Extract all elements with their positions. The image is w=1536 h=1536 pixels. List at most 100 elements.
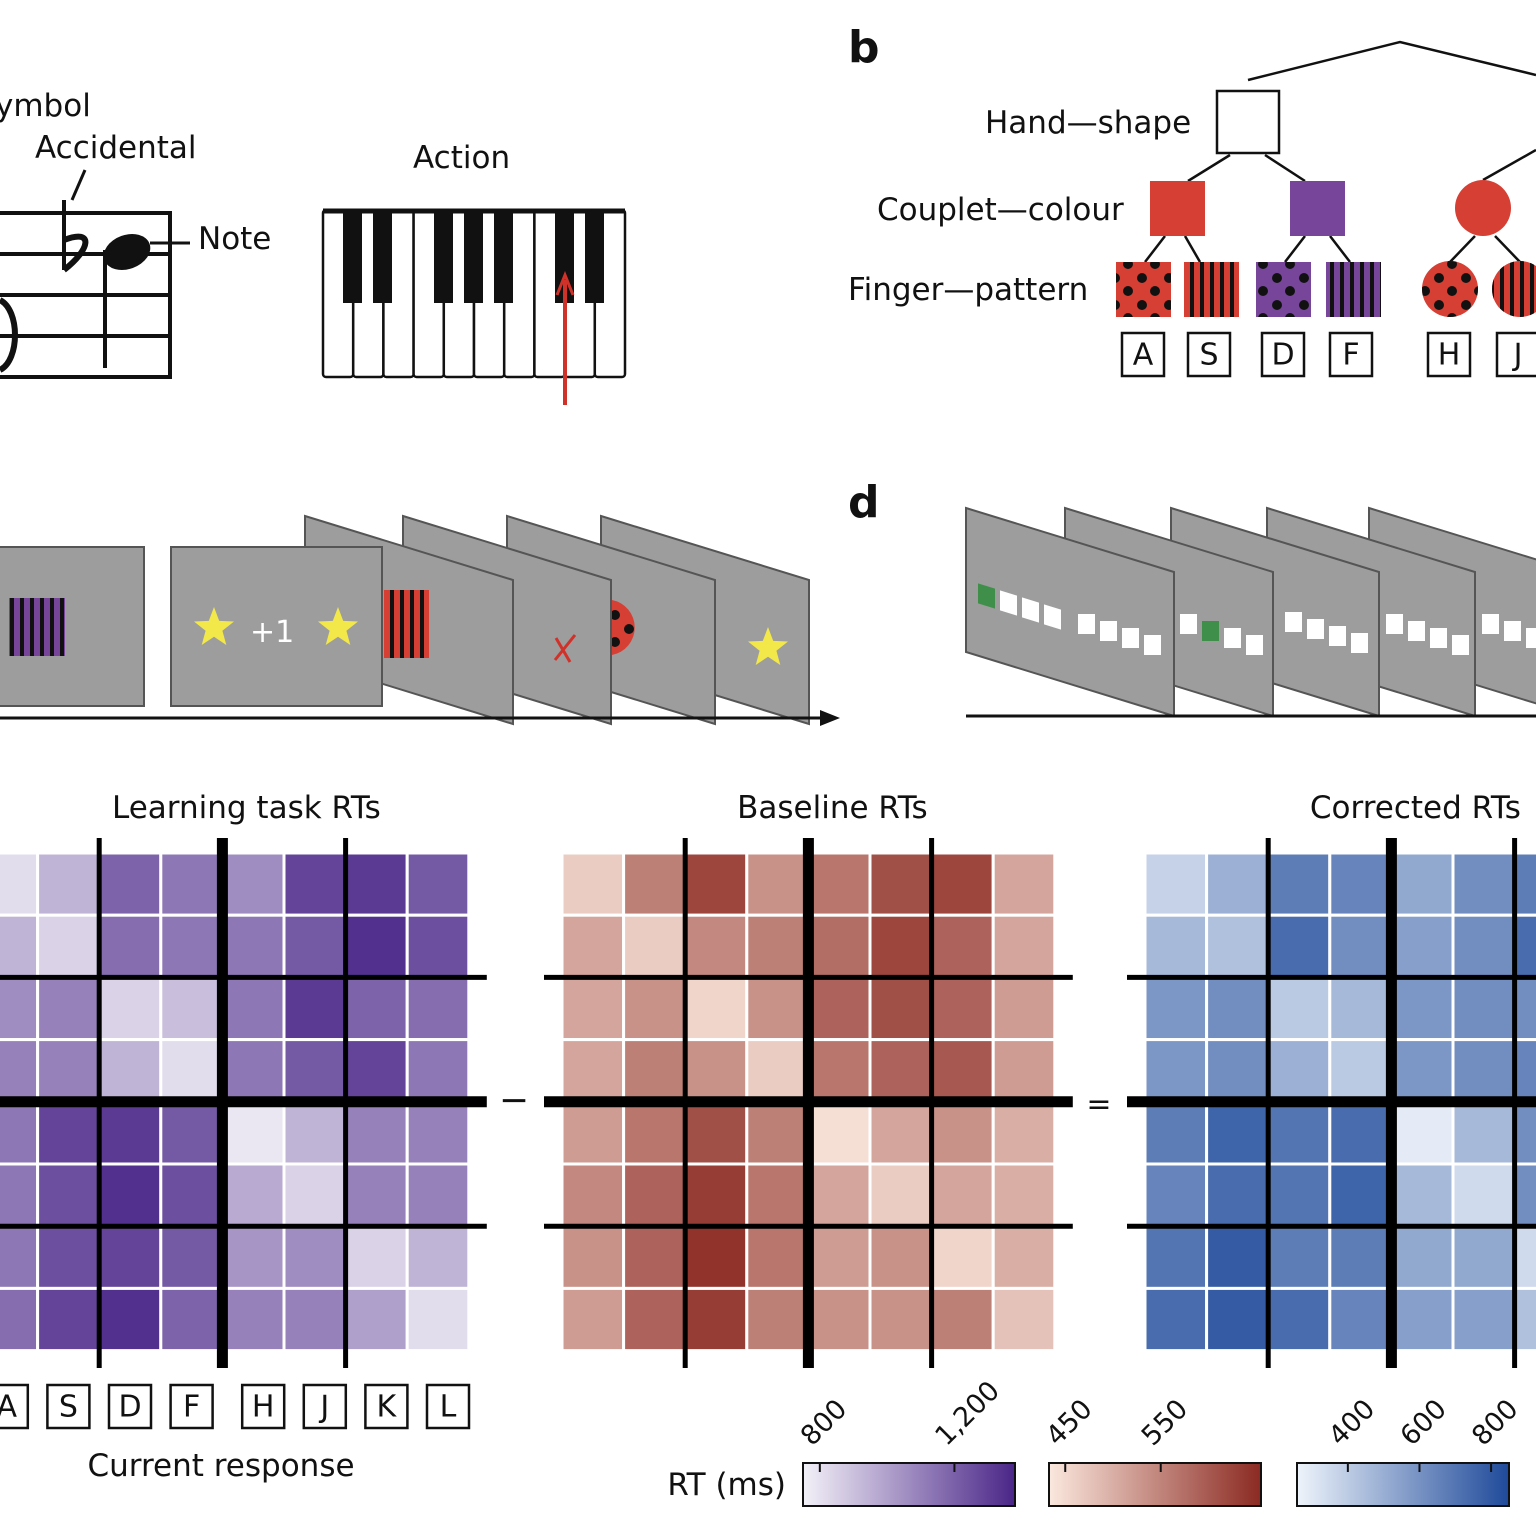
heatmap-cell (344, 913, 409, 979)
heatmap-cell (1328, 1100, 1393, 1166)
colorbar-tick-label: 400 (1323, 1394, 1381, 1452)
key-box (0, 1383, 30, 1430)
key-label: F (1342, 338, 1359, 373)
cue-box (1100, 621, 1117, 641)
panel-label: b (848, 22, 880, 73)
error-cross (553, 634, 577, 663)
colorbar-tick-label: 1,200 (929, 1375, 1006, 1452)
cue-box (1408, 621, 1425, 641)
key-label: K (377, 1390, 398, 1425)
heatmap-cell (868, 1286, 934, 1353)
heatmap-cell (683, 851, 749, 917)
heatmap-cell (159, 1224, 224, 1290)
black-key (464, 210, 483, 303)
black-key (373, 210, 392, 303)
heatmap-cell (683, 1100, 749, 1166)
heatmap-cell (560, 1100, 626, 1166)
heatmap-cell (930, 851, 995, 917)
heatmap-cell (1389, 1100, 1455, 1166)
heatmap-cell (745, 1038, 810, 1104)
heatmap-cell (282, 1100, 348, 1166)
key-box (1186, 331, 1232, 378)
black-key (585, 210, 604, 303)
heatmap-cell (1451, 1162, 1517, 1228)
heatmap-cell (1205, 1100, 1270, 1166)
cue-box (1482, 614, 1499, 634)
screens (965, 506, 1536, 718)
couplet-purple (1290, 181, 1345, 236)
key-box (302, 1383, 348, 1430)
clef (0, 297, 18, 373)
heatmap-cell (560, 1224, 626, 1290)
heatmap-cell (683, 1038, 749, 1104)
heatmap-cell (0, 1224, 40, 1290)
cue-box (1180, 614, 1197, 634)
heatmap-cell (36, 1286, 101, 1353)
heatmap-cell (1143, 1038, 1209, 1104)
heatmap-cell (1513, 1286, 1536, 1353)
note-head (103, 234, 151, 270)
black-key (343, 210, 362, 303)
heatmap-title: Learning task RTs (112, 790, 381, 826)
heatmap-cell (622, 1162, 687, 1228)
heatmap-cell (344, 1038, 409, 1104)
key-label: D (118, 1390, 141, 1425)
key-box (425, 1383, 471, 1430)
heatmap-cell (282, 1038, 348, 1104)
heatmap-cell (1205, 851, 1270, 917)
heatmap-cell (36, 1162, 101, 1228)
heatmap-cell (930, 1100, 995, 1166)
heatmap-cell (282, 1162, 348, 1228)
key-label: H (1438, 338, 1461, 373)
key-box (1328, 331, 1374, 378)
level-label: Finger—pattern (848, 272, 1088, 308)
heatmap-cell (560, 1286, 626, 1353)
cue-box (1430, 628, 1447, 648)
heatmap-cell (1451, 851, 1517, 917)
colorbar-tick-label: 800 (795, 1394, 853, 1452)
heatmap-cell (1266, 913, 1332, 979)
heatmap-cell (868, 1224, 934, 1290)
heatmap-cell (622, 975, 687, 1042)
heatmap-cell (0, 851, 40, 917)
flat (62, 233, 89, 273)
stimulus (612, 600, 635, 655)
stimulus (9, 598, 65, 656)
heatmap-cell (991, 1038, 1057, 1104)
heatmap-cell (991, 1224, 1057, 1290)
heatmap-cell (0, 1162, 40, 1228)
heatmap-cell (36, 851, 101, 917)
action-label: Action (413, 140, 510, 176)
key-label: A (1133, 338, 1154, 373)
heatmap-cell (344, 851, 409, 917)
cue-box (1224, 628, 1241, 648)
cue-box (1307, 619, 1324, 639)
heatmap-cell (405, 913, 471, 979)
heatmap-cell (1389, 1038, 1455, 1104)
heatmap-cell (1143, 1224, 1209, 1290)
heatmap-cell (1389, 1162, 1455, 1228)
heatmap-cell (1205, 1286, 1270, 1353)
cue-box (1386, 614, 1403, 634)
heatmap-cell (1389, 1224, 1455, 1290)
heatmap-cell (344, 1224, 409, 1290)
symbol-label: ymbol (0, 88, 91, 124)
heatmap-title: Corrected RTs (1310, 790, 1521, 826)
heatmap-cell (1513, 975, 1536, 1042)
key-box (107, 1383, 153, 1430)
heatmap-cell (405, 1162, 471, 1228)
heatmap-cell (806, 1100, 872, 1166)
heatmap-cell (220, 975, 286, 1042)
heatmap-cell (1451, 1038, 1517, 1104)
heatmap-cell (560, 851, 626, 917)
cue-box (1504, 621, 1521, 641)
heatmap-cell (1513, 1038, 1536, 1104)
hand-square (1215, 89, 1281, 155)
heatmap-cell (1328, 975, 1393, 1042)
key-label: F (183, 1390, 200, 1425)
heatmap-cell (36, 1100, 101, 1166)
heatmap-cell (1143, 975, 1209, 1042)
arrow-head (820, 710, 840, 726)
heatmap-cell (991, 913, 1057, 979)
heatmap-cell (220, 913, 286, 979)
